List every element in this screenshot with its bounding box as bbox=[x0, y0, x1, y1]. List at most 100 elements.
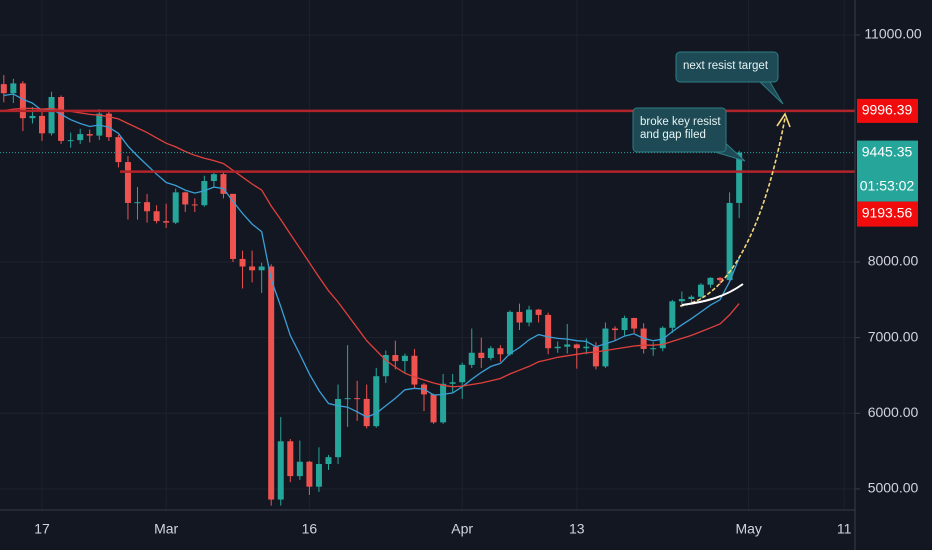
callout-box bbox=[675, 51, 779, 83]
candle-body bbox=[526, 309, 533, 323]
candle-body bbox=[268, 266, 275, 500]
candle-body bbox=[449, 382, 456, 384]
candle-body bbox=[124, 162, 131, 203]
candle-body bbox=[19, 83, 26, 119]
candle-body bbox=[230, 193, 236, 259]
candle-body bbox=[602, 328, 609, 367]
candle-body bbox=[77, 134, 84, 141]
axes: 5000.00 6000.00 7000.00 8000.00 11000.00 17 Ma… bbox=[34, 26, 922, 537]
candle-body bbox=[583, 346, 590, 349]
candle-body bbox=[497, 348, 504, 355]
candle-body bbox=[535, 309, 542, 315]
candle-body bbox=[105, 113, 112, 138]
x-tick-label: 13 bbox=[569, 521, 585, 537]
x-tick-label: Apr bbox=[451, 521, 473, 537]
candle-body bbox=[277, 441, 284, 500]
candle-body bbox=[707, 277, 714, 285]
candle-body bbox=[459, 364, 466, 383]
price-label: 9193.56 bbox=[862, 204, 913, 220]
candle-body bbox=[163, 221, 170, 223]
candle-body bbox=[115, 137, 122, 163]
callout-text: next resist target bbox=[683, 60, 769, 72]
candle-body bbox=[354, 398, 361, 400]
plot-area bbox=[0, 75, 855, 506]
candle-body bbox=[621, 317, 628, 331]
price-label-box bbox=[857, 201, 918, 227]
candle-body bbox=[144, 202, 151, 212]
candle-body bbox=[487, 348, 494, 359]
candle-body bbox=[287, 441, 294, 477]
candle-body bbox=[306, 461, 313, 487]
candle-body bbox=[411, 355, 418, 385]
candle-body bbox=[506, 311, 513, 355]
candle-body bbox=[39, 115, 45, 134]
candle-body bbox=[430, 394, 437, 423]
y-tick-label: 8000.00 bbox=[868, 253, 919, 269]
candle-body bbox=[249, 266, 256, 271]
x-tick-label: May bbox=[735, 521, 761, 537]
last-price-box bbox=[857, 140, 918, 202]
candle-body bbox=[650, 348, 657, 350]
candle-body bbox=[545, 314, 552, 349]
price-label: 9996.39 bbox=[862, 102, 913, 118]
last-price-label: 9445.35 bbox=[862, 143, 913, 159]
candle-body bbox=[717, 277, 724, 281]
candle-body bbox=[669, 301, 676, 328]
candle-body bbox=[48, 97, 55, 134]
y-tick-label: 5000.00 bbox=[868, 480, 919, 496]
y-tick-label: 6000.00 bbox=[868, 404, 919, 420]
candle-body bbox=[67, 140, 74, 142]
x-tick-label: 17 bbox=[34, 521, 50, 537]
callout-text: broke key resist bbox=[640, 116, 721, 128]
candle-body bbox=[363, 398, 370, 427]
candle-body bbox=[659, 327, 666, 349]
candle-body bbox=[382, 355, 389, 377]
candle-body bbox=[392, 355, 399, 362]
countdown-label: 01:53:02 bbox=[860, 177, 915, 193]
price-label-box bbox=[857, 98, 918, 123]
candle-body bbox=[678, 299, 685, 302]
moving-average bbox=[3, 93, 740, 418]
candle-body bbox=[296, 461, 303, 477]
candle-body bbox=[573, 344, 580, 349]
candle-body bbox=[726, 202, 733, 281]
y-tick-label: 11000.00 bbox=[864, 26, 922, 42]
trend-curve bbox=[681, 283, 744, 306]
candle-body bbox=[58, 97, 65, 141]
candle-body bbox=[401, 355, 408, 362]
candle-body bbox=[201, 180, 208, 206]
candle-body bbox=[344, 398, 351, 400]
candle-body bbox=[478, 352, 485, 359]
candle-body bbox=[554, 346, 561, 349]
candle-body bbox=[315, 463, 322, 487]
x-tick-label: 16 bbox=[302, 521, 318, 537]
callout-box bbox=[632, 107, 727, 153]
candle-body bbox=[191, 204, 198, 206]
x-tick-label: 11 bbox=[837, 521, 852, 537]
candle-body bbox=[239, 258, 246, 267]
x-tick-label: Mar bbox=[154, 521, 178, 537]
candle-body bbox=[258, 266, 265, 271]
candle-body bbox=[592, 346, 599, 367]
grid bbox=[0, 0, 855, 510]
candle-body bbox=[153, 211, 160, 222]
arrow-head bbox=[776, 112, 791, 128]
candle-body bbox=[172, 192, 179, 223]
candle-body bbox=[688, 296, 695, 300]
candle-body bbox=[335, 398, 342, 458]
candle-body bbox=[468, 352, 475, 365]
candle-body bbox=[516, 311, 523, 323]
candle-body bbox=[631, 317, 638, 329]
candle-body bbox=[697, 284, 704, 297]
candle-body bbox=[325, 457, 332, 464]
candle-body bbox=[220, 174, 227, 194]
candle-body bbox=[373, 376, 380, 427]
candle-body bbox=[134, 202, 141, 204]
candle-body bbox=[440, 383, 447, 423]
y-tick-label: 7000.00 bbox=[868, 328, 919, 344]
candle-body bbox=[612, 328, 618, 331]
callout-text: and gap filed bbox=[640, 129, 706, 141]
